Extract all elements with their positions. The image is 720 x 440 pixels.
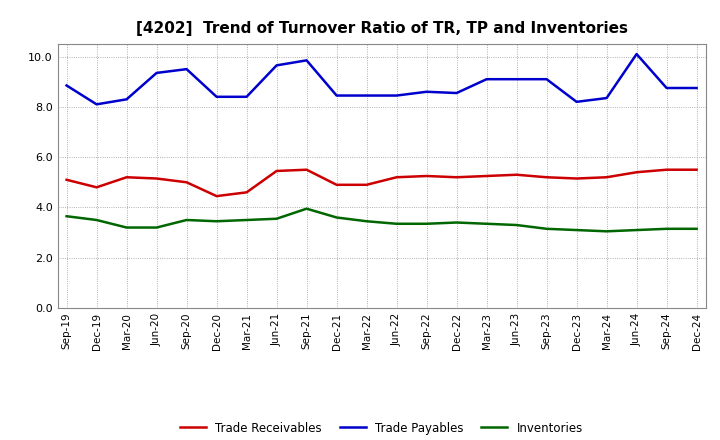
Trade Payables <box>153 70 161 76</box>
Inventories <box>62 213 71 219</box>
Inventories <box>542 226 551 231</box>
Trade Payables <box>122 97 131 102</box>
Inventories <box>602 229 611 234</box>
Inventories <box>392 221 401 227</box>
Trade Payables <box>242 94 251 99</box>
Inventories <box>122 225 131 230</box>
Trade Payables <box>602 95 611 101</box>
Inventories <box>662 226 671 231</box>
Trade Receivables <box>662 167 671 172</box>
Trade Receivables <box>92 185 101 190</box>
Line: Inventories: Inventories <box>66 209 697 231</box>
Title: [4202]  Trend of Turnover Ratio of TR, TP and Inventories: [4202] Trend of Turnover Ratio of TR, TP… <box>135 21 628 36</box>
Inventories <box>422 221 431 227</box>
Trade Receivables <box>602 175 611 180</box>
Trade Receivables <box>212 194 221 199</box>
Trade Receivables <box>182 180 191 185</box>
Inventories <box>92 217 101 223</box>
Inventories <box>272 216 281 221</box>
Inventories <box>452 220 461 225</box>
Trade Receivables <box>542 175 551 180</box>
Trade Payables <box>333 93 341 98</box>
Trade Receivables <box>242 190 251 195</box>
Trade Payables <box>92 102 101 107</box>
Inventories <box>572 227 581 233</box>
Trade Payables <box>662 85 671 91</box>
Inventories <box>482 221 491 227</box>
Trade Payables <box>272 63 281 68</box>
Trade Receivables <box>122 175 131 180</box>
Trade Receivables <box>422 173 431 179</box>
Trade Receivables <box>272 169 281 174</box>
Inventories <box>632 227 641 233</box>
Trade Receivables <box>392 175 401 180</box>
Inventories <box>302 206 311 211</box>
Inventories <box>362 219 371 224</box>
Trade Payables <box>482 77 491 82</box>
Trade Payables <box>182 66 191 72</box>
Trade Receivables <box>333 182 341 187</box>
Trade Receivables <box>452 175 461 180</box>
Trade Payables <box>302 58 311 63</box>
Trade Payables <box>392 93 401 98</box>
Trade Payables <box>422 89 431 95</box>
Trade Payables <box>212 94 221 99</box>
Inventories <box>513 222 521 227</box>
Trade Receivables <box>572 176 581 181</box>
Inventories <box>153 225 161 230</box>
Line: Trade Payables: Trade Payables <box>66 54 697 104</box>
Trade Payables <box>632 51 641 57</box>
Trade Receivables <box>632 169 641 175</box>
Legend: Trade Receivables, Trade Payables, Inventories: Trade Receivables, Trade Payables, Inven… <box>176 417 588 440</box>
Trade Payables <box>452 90 461 95</box>
Trade Payables <box>62 83 71 88</box>
Trade Receivables <box>153 176 161 181</box>
Inventories <box>182 217 191 223</box>
Trade Receivables <box>302 167 311 172</box>
Trade Receivables <box>693 167 701 172</box>
Trade Payables <box>693 85 701 91</box>
Trade Receivables <box>513 172 521 177</box>
Trade Payables <box>513 77 521 82</box>
Trade Receivables <box>62 177 71 183</box>
Trade Payables <box>572 99 581 104</box>
Line: Trade Receivables: Trade Receivables <box>66 170 697 196</box>
Trade Payables <box>362 93 371 98</box>
Inventories <box>212 219 221 224</box>
Inventories <box>333 215 341 220</box>
Trade Receivables <box>482 173 491 179</box>
Inventories <box>693 226 701 231</box>
Trade Receivables <box>362 182 371 187</box>
Trade Payables <box>542 77 551 82</box>
Inventories <box>242 217 251 223</box>
